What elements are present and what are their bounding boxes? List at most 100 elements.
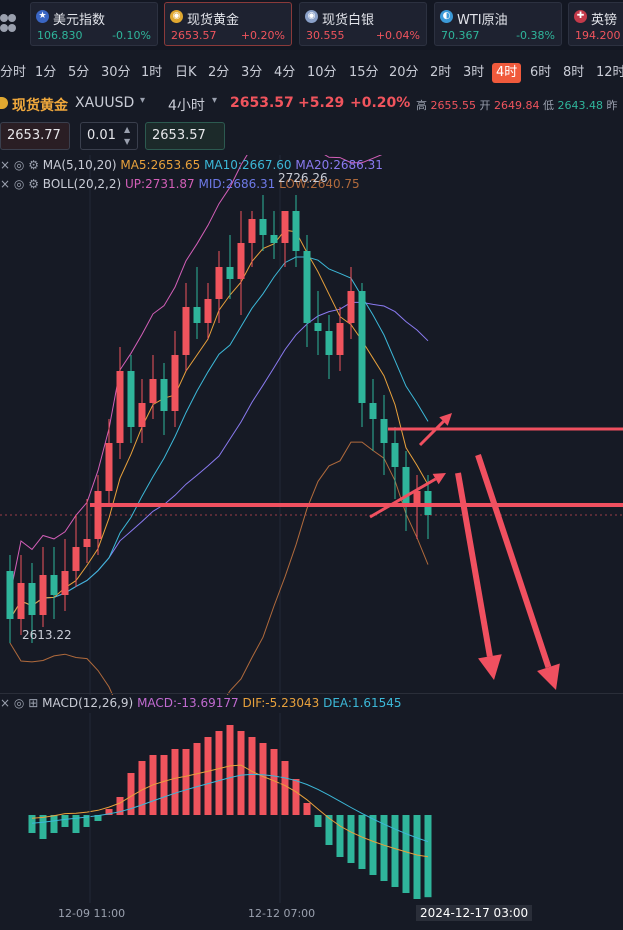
arrow-down-1 bbox=[455, 472, 493, 657]
candle bbox=[6, 571, 14, 619]
price-chart[interactable]: × ◎ ⚙ MA(5,10,20) MA5:2653.65 MA10:2667.… bbox=[0, 116, 623, 713]
close-icon[interactable]: × bbox=[0, 696, 11, 710]
timeframe-option[interactable]: 5分 bbox=[68, 65, 90, 80]
macd-bar bbox=[138, 761, 146, 815]
candle bbox=[215, 267, 223, 299]
gear-icon[interactable]: ⚙ bbox=[28, 177, 39, 191]
timeframe-option[interactable]: 12时 bbox=[596, 65, 623, 80]
ticker-price: 2653.57 bbox=[171, 29, 217, 42]
timeframe-option[interactable]: 日K bbox=[175, 65, 197, 80]
eye-icon[interactable]: ◎ bbox=[13, 177, 25, 191]
candle bbox=[127, 371, 135, 427]
ticker-price: 70.367 bbox=[441, 29, 480, 42]
candle bbox=[72, 547, 80, 571]
ticker-price: 30.555 bbox=[306, 29, 345, 42]
ticker-card[interactable]: ◐ WTI原油 70.367 -0.38% bbox=[434, 2, 562, 46]
timeframe-option[interactable]: 2分 bbox=[208, 65, 230, 80]
candle bbox=[402, 467, 410, 507]
macd-bar bbox=[336, 815, 344, 857]
candle bbox=[50, 575, 58, 595]
timeframe-option[interactable]: 4时 bbox=[492, 63, 522, 83]
timeframe-option[interactable]: 30分 bbox=[101, 65, 131, 80]
ticker-card[interactable]: ◉ 现货白银 30.555 +0.04% bbox=[299, 2, 427, 46]
macd-bar bbox=[303, 803, 311, 815]
macd-bar bbox=[325, 815, 333, 845]
candle bbox=[391, 443, 399, 467]
macd-bar bbox=[28, 815, 36, 833]
timeframe-option[interactable]: 1分 bbox=[35, 65, 57, 80]
open-label: 开 bbox=[479, 99, 491, 112]
candle bbox=[369, 403, 377, 419]
gear-icon[interactable]: ⚙ bbox=[28, 158, 39, 172]
macd-bar bbox=[424, 815, 432, 898]
timeframe-option[interactable]: 6时 bbox=[530, 65, 552, 80]
ticker-card[interactable]: ◉ 现货黄金 2653.57 +0.20% bbox=[164, 2, 292, 46]
eye-icon[interactable]: ◎ bbox=[13, 158, 25, 172]
macd-bar bbox=[281, 761, 289, 815]
candlestick-chart[interactable] bbox=[0, 116, 623, 713]
timeframe-option[interactable]: 4分 bbox=[274, 65, 296, 80]
candle bbox=[380, 419, 388, 443]
ticker-name: 美元指数 bbox=[53, 13, 106, 28]
macd-bar bbox=[215, 731, 223, 815]
ohlc-summary: 高 2655.55 开 2649.84 低 2643.48 昨 bbox=[416, 97, 618, 113]
menu-icon[interactable] bbox=[0, 10, 22, 38]
timeframe-option[interactable]: 10分 bbox=[307, 65, 337, 80]
high-annotation: 2726.26 bbox=[278, 171, 328, 185]
sell-price-field[interactable]: 2653.77 bbox=[0, 122, 70, 150]
ticker-change: +0.04% bbox=[375, 29, 420, 42]
timeframe-option[interactable]: 3分 bbox=[241, 65, 263, 80]
ma-legend: × ◎ ⚙ MA(5,10,20) MA5:2653.65 MA10:2667.… bbox=[0, 158, 383, 172]
arrow-down-2-head bbox=[537, 663, 560, 690]
macd-bar bbox=[402, 815, 410, 893]
candle bbox=[413, 491, 421, 507]
macd-panel[interactable]: × ◎ ⊞ MACD(12,26,9) MACD:-13.69177 DIF:-… bbox=[0, 693, 623, 926]
period-select[interactable]: 4小时 bbox=[168, 98, 205, 114]
macd-chart bbox=[28, 713, 432, 903]
candle bbox=[358, 291, 366, 403]
candle bbox=[259, 219, 267, 235]
macd-bar bbox=[391, 815, 399, 887]
order-row: 2653.77 0.01 ▲ ▼ 2653.57 bbox=[0, 120, 623, 154]
ticker-card[interactable]: ✚ 英镑 194.200 bbox=[568, 2, 623, 46]
macd-bar bbox=[127, 773, 135, 815]
candle bbox=[182, 307, 190, 355]
macd-bar bbox=[226, 725, 234, 815]
candle bbox=[193, 307, 201, 323]
period-dropdown-icon[interactable]: ▾ bbox=[212, 95, 218, 106]
arrow-down-1-head bbox=[478, 654, 502, 680]
symbol-name[interactable]: 现货黄金 bbox=[12, 98, 68, 114]
candle bbox=[248, 219, 256, 243]
candle bbox=[336, 323, 344, 355]
macd-bar bbox=[204, 737, 212, 815]
lot-stepper-icon[interactable]: ▲ ▼ bbox=[124, 125, 131, 146]
symbol-header: 现货黄金 XAUUSD ▾ 4小时 ▾ 2653.57 +5.29 +0.20%… bbox=[0, 92, 623, 116]
ticker-price: 106.830 bbox=[37, 29, 83, 42]
lot-input[interactable]: 0.01 bbox=[80, 122, 138, 150]
candle bbox=[292, 211, 300, 251]
plus-icon[interactable]: ⊞ bbox=[28, 696, 39, 710]
candle bbox=[28, 583, 36, 615]
timeframe-option[interactable]: 3时 bbox=[463, 65, 485, 80]
buy-price-field[interactable]: 2653.57 bbox=[145, 122, 225, 150]
high-value: 2655.55 bbox=[430, 99, 477, 112]
candle bbox=[94, 491, 102, 539]
boll-mid-value: MID:2686.31 bbox=[198, 177, 276, 191]
oil-wti-icon: ◐ bbox=[440, 10, 453, 23]
macd-bar bbox=[248, 737, 256, 815]
symbol-code[interactable]: XAUUSD bbox=[75, 95, 135, 111]
candle bbox=[149, 379, 157, 403]
timeframe-option[interactable]: 分时 bbox=[0, 65, 27, 80]
timeframe-option[interactable]: 1时 bbox=[141, 65, 163, 80]
timeframe-option[interactable]: 8时 bbox=[563, 65, 585, 80]
ticker-change: -0.38% bbox=[516, 29, 555, 42]
ticker-card[interactable]: ★ 美元指数 106.830 -0.10% bbox=[30, 2, 158, 46]
timeframe-option[interactable]: 2时 bbox=[430, 65, 452, 80]
prev-label: 昨 bbox=[606, 99, 618, 112]
close-icon[interactable]: × bbox=[0, 177, 11, 191]
eye-icon[interactable]: ◎ bbox=[13, 696, 25, 710]
symbol-dropdown-icon[interactable]: ▾ bbox=[140, 95, 146, 106]
timeframe-option[interactable]: 15分 bbox=[349, 65, 379, 80]
close-icon[interactable]: × bbox=[0, 158, 11, 172]
timeframe-option[interactable]: 20分 bbox=[389, 65, 419, 80]
